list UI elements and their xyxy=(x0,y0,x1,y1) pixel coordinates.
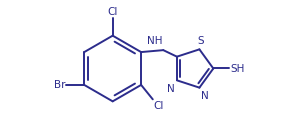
Text: N: N xyxy=(168,84,175,94)
Text: S: S xyxy=(197,35,204,45)
Text: Cl: Cl xyxy=(107,7,118,17)
Text: N: N xyxy=(201,91,209,101)
Text: SH: SH xyxy=(230,64,245,73)
Text: NH: NH xyxy=(147,36,163,46)
Text: Cl: Cl xyxy=(154,101,164,111)
Text: Br: Br xyxy=(54,80,65,90)
